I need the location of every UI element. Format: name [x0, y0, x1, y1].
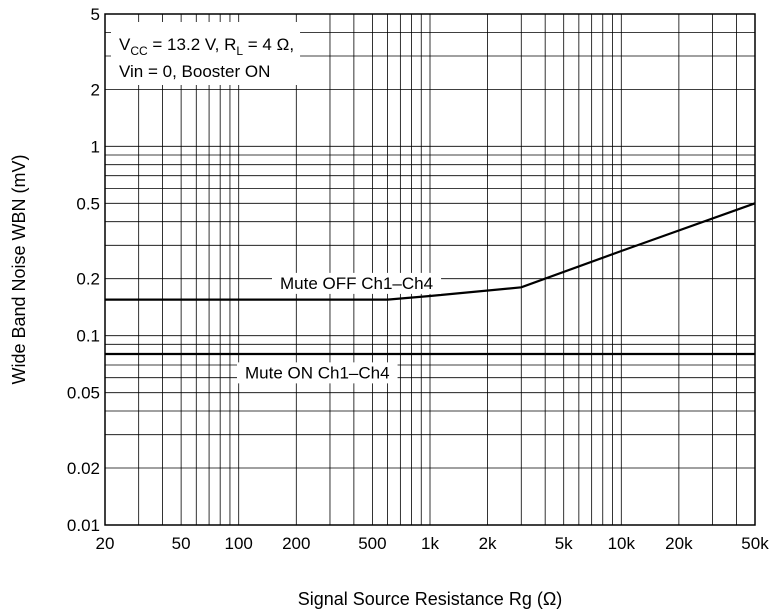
- x-tick-label: 50: [172, 534, 191, 553]
- x-tick-label: 100: [225, 534, 253, 553]
- x-tick-label: 2k: [479, 534, 497, 553]
- y-tick-label: 0.5: [76, 194, 100, 213]
- x-tick-label: 20: [96, 534, 115, 553]
- x-tick-label: 500: [358, 534, 386, 553]
- conditions-v: V: [119, 35, 131, 54]
- y-tick-label: 0.01: [67, 516, 100, 535]
- y-tick-label: 0.05: [67, 384, 100, 403]
- conditions-r-sub: L: [236, 44, 243, 58]
- x-tick-label: 5k: [555, 534, 573, 553]
- series-line-1: [105, 202, 756, 301]
- y-tick-label: 1: [91, 137, 100, 156]
- y-tick-label: 0.02: [67, 459, 100, 478]
- x-tick-label: 10k: [608, 534, 636, 553]
- x-tick-label: 1k: [421, 534, 439, 553]
- conditions-box: [111, 22, 301, 85]
- conditions-line-1: VCC = 13.2 V, RL = 4 Ω,: [119, 35, 294, 58]
- x-tick-label: 200: [282, 534, 310, 553]
- conditions-line-2: Vin = 0, Booster ON: [119, 62, 270, 81]
- series-labels: Mute OFF Ch1–Ch4 Mute ON Ch1–Ch4: [237, 272, 442, 384]
- conditions-v-sub: CC: [130, 44, 148, 58]
- y-tick-label: 0.1: [76, 327, 100, 346]
- y-tick-label: 0.2: [76, 270, 100, 289]
- series-label-background: [237, 362, 398, 384]
- y-axis-title: Wide Band Noise WBN (mV): [9, 154, 29, 384]
- plot-frame: [104, 13, 756, 526]
- series-lines: [105, 202, 756, 356]
- series-label-background: [272, 272, 442, 294]
- y-tick-label: 5: [91, 5, 100, 24]
- x-tick-label: 20k: [665, 534, 693, 553]
- series-label-1: Mute OFF Ch1–Ch4: [280, 274, 433, 293]
- tick-labels: 20 50 100 200 500 1k 2k 5k 10k 20k 50k 0.01 0.02 0.05…: [67, 5, 769, 553]
- conditions-mid: = 13.2 V, R: [148, 35, 237, 54]
- conditions-end: = 4 Ω,: [243, 35, 294, 54]
- series-label-2: Mute ON Ch1–Ch4: [245, 363, 390, 382]
- grid: [105, 14, 755, 525]
- x-axis-title: Signal Source Resistance Rg (Ω): [298, 589, 563, 609]
- x-tick-label: 50k: [741, 534, 769, 553]
- y-tick-label: 2: [91, 80, 100, 99]
